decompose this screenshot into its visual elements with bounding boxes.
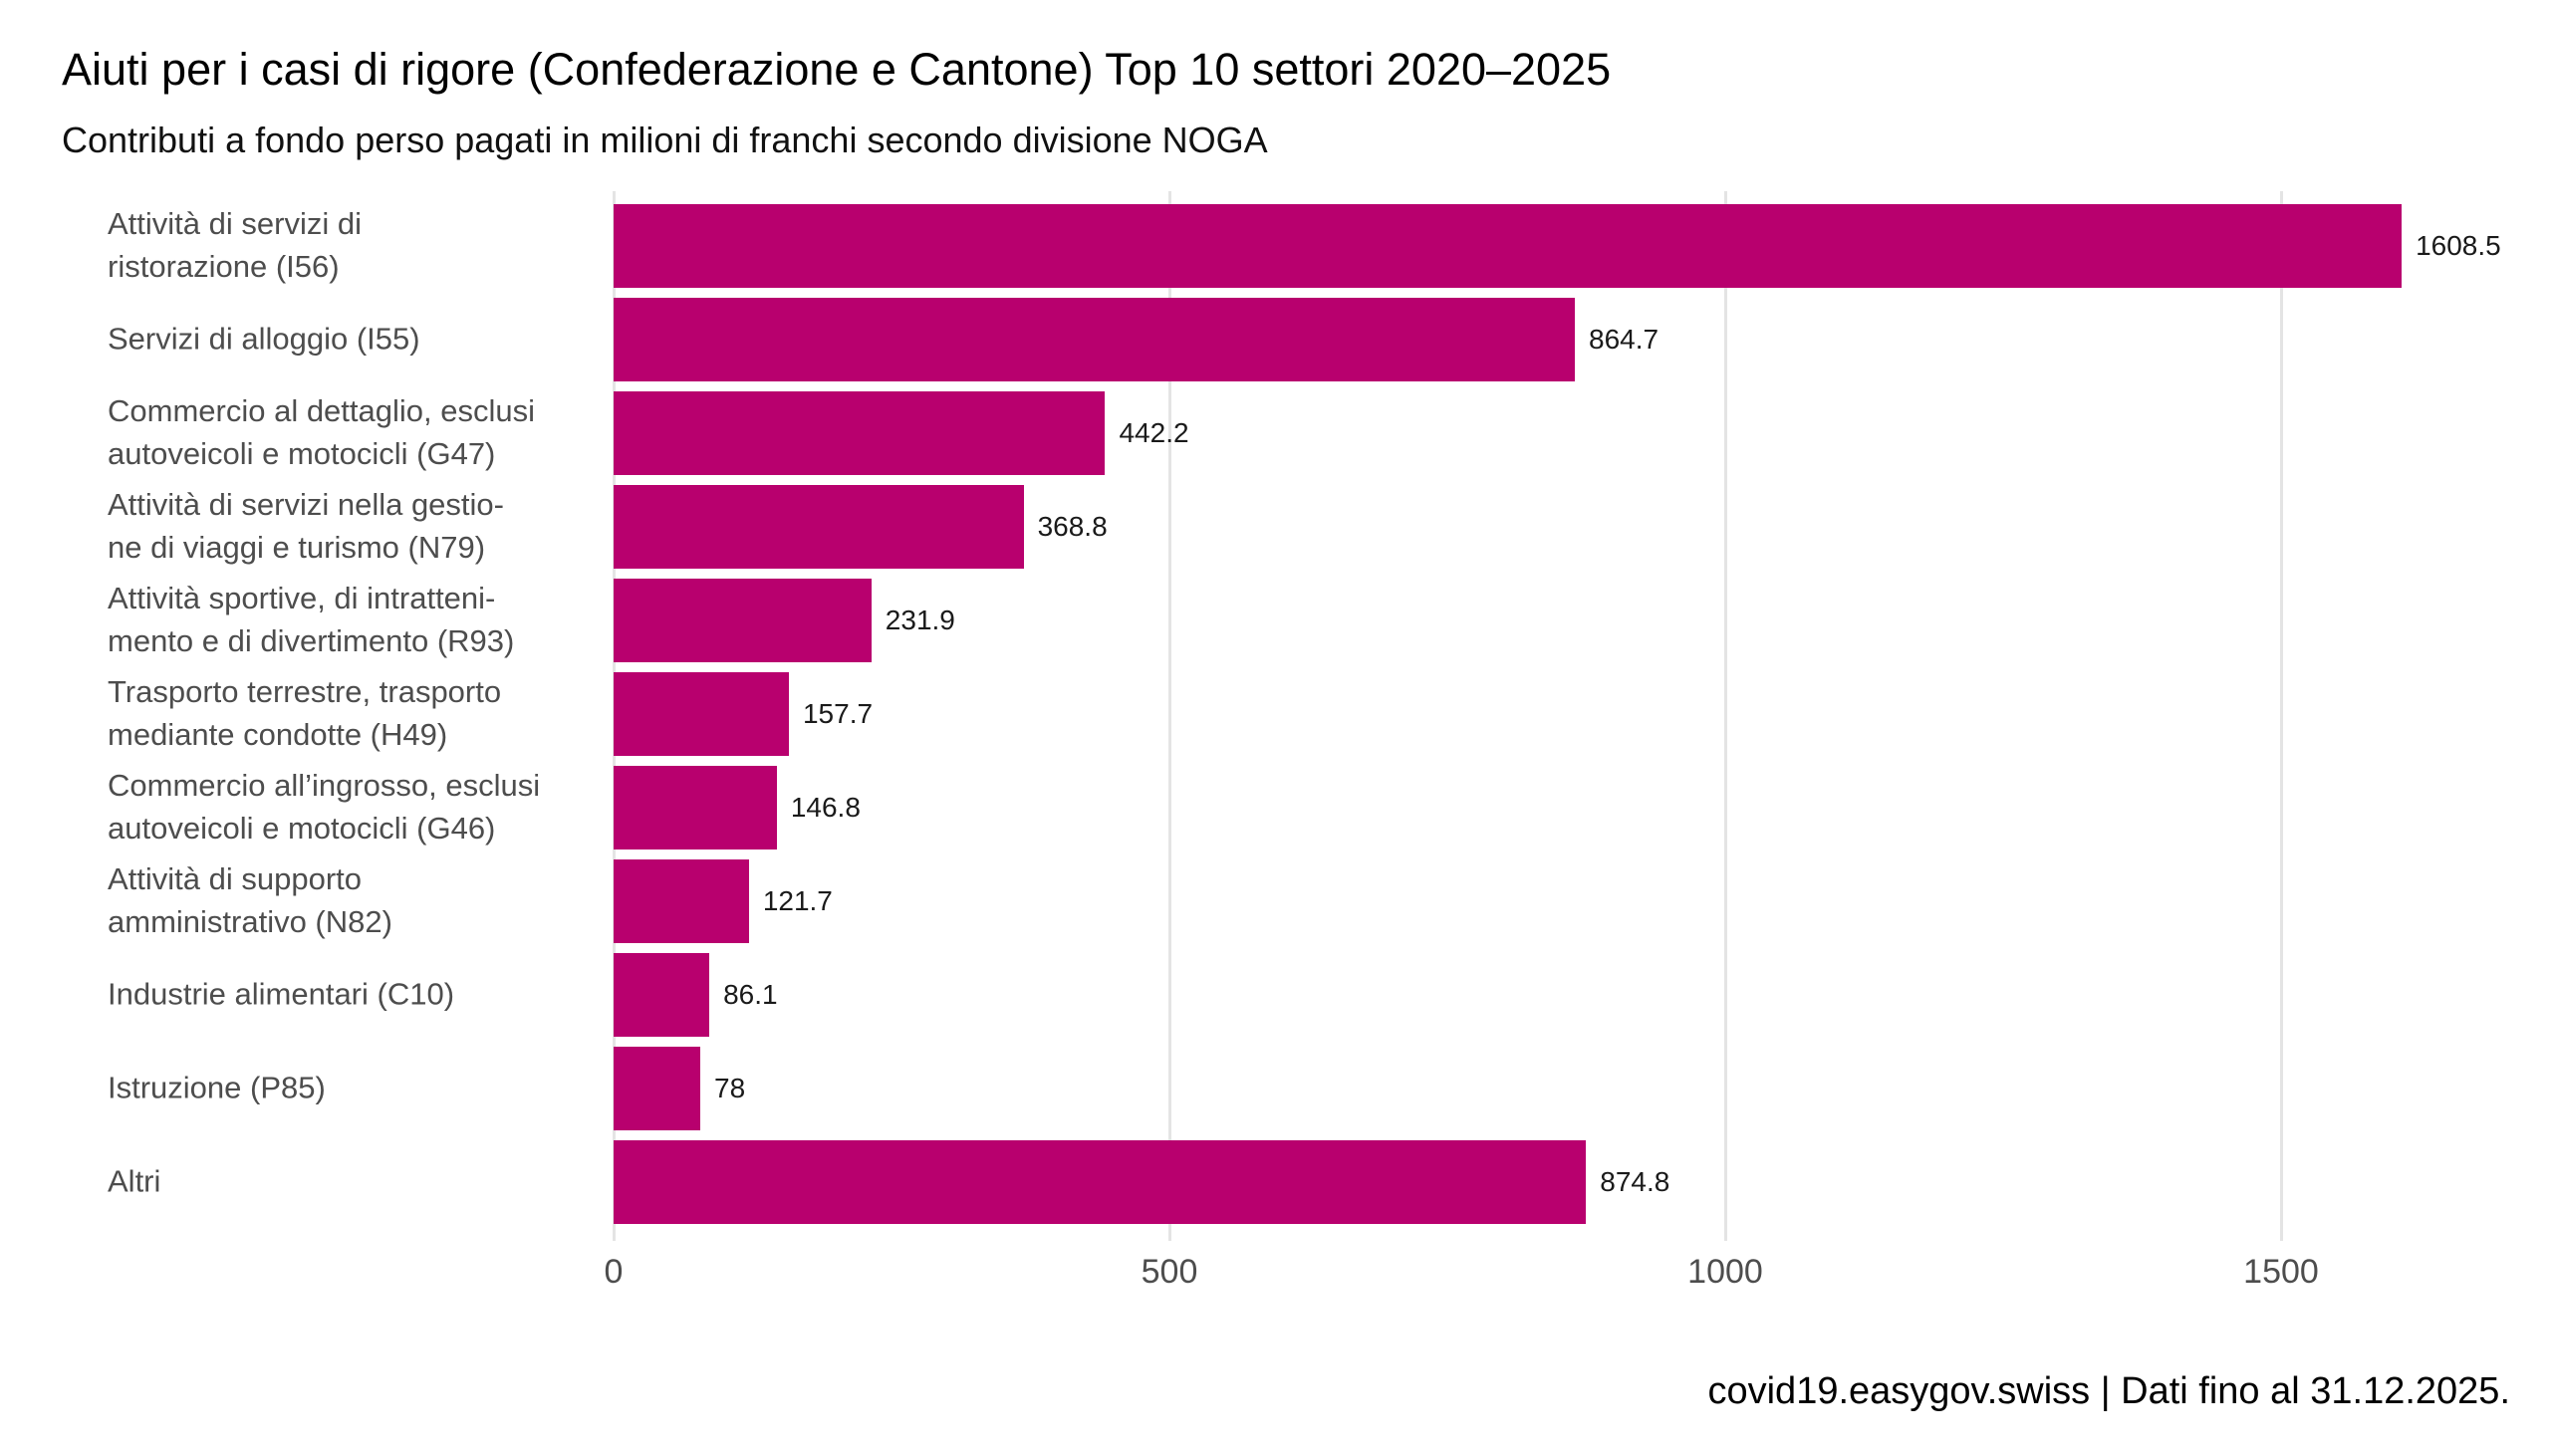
bar	[614, 672, 789, 756]
x-tick-label: 1500	[2243, 1253, 2319, 1291]
category-label: Industrie alimentari (C10)	[108, 976, 455, 1012]
bar-row: Attività di servizi di ristorazione (I56…	[0, 199, 2550, 293]
bar-row: Commercio all’ingrosso, esclusi autoveic…	[0, 761, 2550, 854]
bar	[614, 298, 1575, 381]
category-label: Istruzione (P85)	[108, 1070, 326, 1105]
category-label: Attività di servizi di ristorazione (I56…	[108, 206, 362, 284]
bar-row: Attività di supporto amministrativo (N82…	[0, 854, 2550, 948]
value-label: 231.9	[885, 605, 955, 635]
bar	[614, 579, 872, 662]
bar	[614, 1047, 701, 1130]
value-label: 874.8	[1600, 1166, 1670, 1197]
bar-row: Industrie alimentari (C10) 86.1	[0, 948, 2550, 1042]
gridline	[2279, 191, 2283, 1241]
value-label: 368.8	[1037, 511, 1108, 542]
category-label: Attività di supporto amministrativo (N82…	[108, 861, 392, 939]
value-label: 1608.5	[2416, 230, 2501, 261]
bar	[614, 204, 2403, 288]
value-label: 442.2	[1119, 417, 1189, 448]
x-tick-label: 0	[604, 1253, 624, 1291]
category-label: Altri	[108, 1163, 161, 1199]
bar-row: Servizi di alloggio (I55) 864.7	[0, 293, 2550, 386]
bar	[614, 766, 777, 849]
category-label: Attività sportive, di intratteni- mento …	[108, 581, 515, 658]
category-label: Servizi di alloggio (I55)	[108, 321, 420, 357]
value-label: 78	[714, 1073, 746, 1103]
value-label: 146.8	[790, 792, 861, 823]
chart-subtitle: Contributi a fondo perso pagati in milio…	[62, 120, 1268, 160]
bar-row: Altri 874.8	[0, 1135, 2550, 1229]
gridline	[1167, 191, 1171, 1241]
bar	[614, 485, 1024, 569]
value-label: 121.7	[762, 885, 833, 916]
source-note: covid19.easygov.swiss | Dati fino al 31.…	[1707, 1370, 2510, 1412]
chart-title: Aiuti per i casi di rigore (Confederazio…	[62, 44, 1612, 95]
gridline	[1723, 191, 1727, 1241]
x-tick-label: 500	[1141, 1253, 1198, 1291]
category-label: Commercio all’ingrosso, esclusi autoveic…	[108, 768, 541, 846]
category-label: Commercio al dettaglio, esclusi autoveic…	[108, 393, 536, 471]
bar-row: Commercio al dettaglio, esclusi autoveic…	[0, 386, 2550, 480]
bar-row: Attività di servizi nella gestio- ne di …	[0, 480, 2550, 574]
bar-row: Trasporto terrestre, trasporto mediante …	[0, 667, 2550, 761]
bar-row: Attività sportive, di intratteni- mento …	[0, 574, 2550, 667]
bar	[614, 391, 1106, 475]
x-tick-label: 1000	[1687, 1253, 1763, 1291]
bar	[614, 953, 710, 1037]
value-label: 864.7	[1589, 324, 1659, 355]
value-label: 157.7	[802, 698, 874, 729]
bar	[614, 859, 749, 943]
bar-row: Istruzione (P85) 78	[0, 1042, 2550, 1135]
category-label: Trasporto terrestre, trasporto mediante …	[108, 674, 502, 752]
category-label: Attività di servizi nella gestio- ne di …	[108, 487, 504, 565]
value-label: 86.1	[723, 979, 778, 1010]
bar	[614, 1140, 1587, 1224]
